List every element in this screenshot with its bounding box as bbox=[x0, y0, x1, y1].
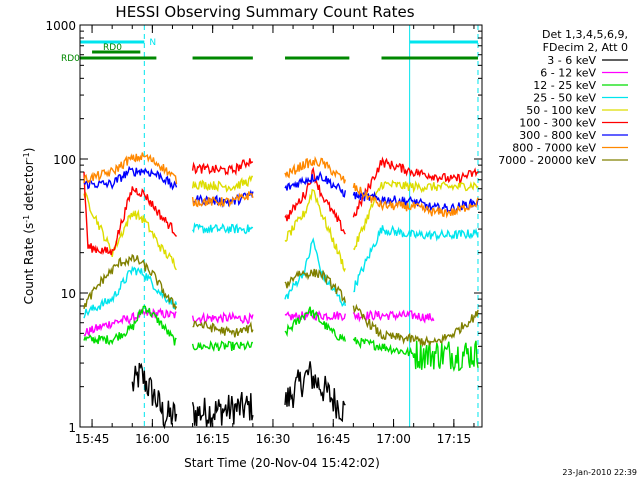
series-8-line-2 bbox=[284, 268, 346, 303]
x-tick-label-6: 17:15 bbox=[437, 432, 472, 446]
series-2-line-3 bbox=[352, 336, 479, 373]
series-7-line-3 bbox=[352, 182, 479, 219]
x-tick-label-0: 15:45 bbox=[75, 432, 110, 446]
flag-label-0: N bbox=[149, 38, 156, 48]
series-1-line-3 bbox=[352, 309, 435, 324]
legend-label-7: 800 - 7000 keV bbox=[512, 142, 596, 155]
chart-title: HESSI Observing Summary Count Rates bbox=[115, 3, 414, 21]
timestamp: 23-Jan-2010 22:39 bbox=[562, 468, 637, 477]
series-2 bbox=[83, 305, 479, 373]
y-axis: 1 10 100 1000 bbox=[45, 19, 482, 435]
y-tick-label-1: 10 bbox=[61, 287, 76, 301]
x-tick-label-2: 16:15 bbox=[195, 432, 230, 446]
series-layer bbox=[83, 152, 479, 430]
plot-frame bbox=[79, 24, 483, 428]
series-8 bbox=[83, 253, 479, 348]
flag-label-1: RD0 bbox=[103, 43, 122, 53]
series-3-line-2 bbox=[284, 237, 346, 307]
series-2-line-2 bbox=[284, 306, 346, 342]
series-0-line-1 bbox=[191, 391, 254, 428]
series-0-line-2 bbox=[284, 361, 346, 423]
x-tick-label-3: 16:30 bbox=[256, 432, 291, 446]
y-tick-label-2: 100 bbox=[53, 153, 76, 167]
series-8-line-3 bbox=[352, 303, 479, 348]
legend-header-0: Det 1,3,4,5,6,9, bbox=[542, 28, 628, 41]
legend-label-6: 300 - 800 keV bbox=[519, 129, 596, 142]
legend-label-3: 25 - 50 keV bbox=[533, 92, 596, 105]
flag-label-2: RD0 bbox=[61, 54, 80, 64]
x-tick-label-4: 16:45 bbox=[316, 432, 351, 446]
series-7 bbox=[83, 152, 479, 219]
y-tick-label-0: 1 bbox=[68, 421, 76, 435]
legend-label-0: 3 - 6 keV bbox=[547, 54, 596, 67]
x-axis: 15:45 16:00 16:15 16:30 16:45 17:00 17:15 bbox=[75, 25, 475, 446]
series-8-line-1 bbox=[192, 320, 254, 338]
series-1-line-1 bbox=[191, 310, 254, 325]
y-axis-label: Count Rate (s-1 detector-1) bbox=[22, 148, 37, 305]
series-4-line-1 bbox=[191, 174, 254, 193]
series-0-line-0 bbox=[131, 362, 178, 430]
y-tick-label-3: 1000 bbox=[45, 19, 76, 33]
legend-label-4: 50 - 100 keV bbox=[526, 104, 596, 117]
series-4-line-3 bbox=[353, 179, 479, 251]
series-3-line-0 bbox=[83, 265, 178, 319]
series-2-line-1 bbox=[191, 339, 253, 353]
series-5-line-3 bbox=[352, 156, 479, 218]
legend-header-1: FDecim 2, Att 0 bbox=[543, 41, 628, 54]
series-7-line-2 bbox=[284, 155, 346, 184]
series-3-line-1 bbox=[192, 222, 254, 235]
series-3-line-3 bbox=[353, 224, 479, 293]
series-0 bbox=[131, 361, 346, 430]
series-6-line-2 bbox=[284, 170, 346, 198]
series-5-line-1 bbox=[191, 158, 254, 177]
series-4 bbox=[83, 174, 479, 273]
series-1-line-0 bbox=[83, 307, 177, 338]
series-1-line-2 bbox=[284, 309, 346, 322]
x-tick-label-1: 16:00 bbox=[135, 432, 170, 446]
series-1 bbox=[83, 307, 435, 338]
series-3 bbox=[83, 222, 479, 319]
flag-bars: N RD0 RD0 bbox=[61, 38, 478, 64]
series-4-line-0 bbox=[83, 191, 177, 271]
legend-label-8: 7000 - 20000 keV bbox=[498, 154, 596, 167]
legend-label-2: 12 - 25 keV bbox=[533, 79, 596, 92]
series-6-line-0 bbox=[83, 165, 178, 191]
series-5-line-0 bbox=[83, 171, 178, 256]
series-5 bbox=[83, 156, 479, 256]
series-2-line-0 bbox=[83, 305, 177, 346]
legend-label-5: 100 - 300 keV bbox=[519, 117, 596, 130]
series-8-line-0 bbox=[83, 253, 178, 311]
series-5-line-2 bbox=[284, 166, 346, 235]
series-7-line-1 bbox=[191, 191, 254, 208]
series-7-line-0 bbox=[83, 152, 178, 185]
x-axis-label: Start Time (20-Nov-04 15:42:02) bbox=[184, 456, 380, 470]
legend: Det 1,3,4,5,6,9,FDecim 2, Att 03 - 6 keV… bbox=[498, 28, 628, 167]
series-4-line-2 bbox=[284, 188, 346, 273]
x-tick-label-5: 17:00 bbox=[376, 432, 411, 446]
legend-label-1: 6 - 12 keV bbox=[540, 67, 596, 80]
